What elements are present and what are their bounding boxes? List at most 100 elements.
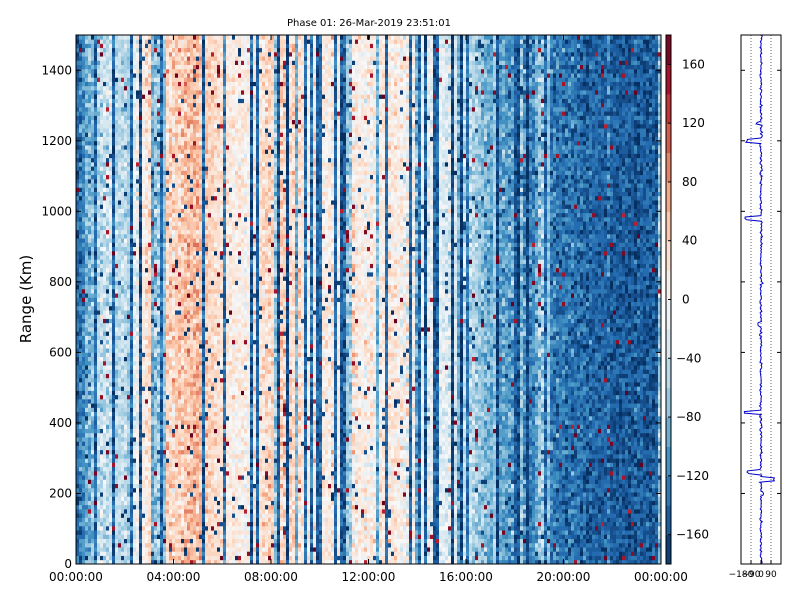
heatmap-cell xyxy=(151,505,154,510)
heatmap-cell xyxy=(100,323,103,328)
heatmap-cell xyxy=(175,264,178,269)
heatmap-cell xyxy=(112,467,115,472)
heatmap-cell xyxy=(79,513,82,518)
heatmap-cell xyxy=(130,259,133,264)
heatmap-cell xyxy=(181,348,184,353)
heatmap-cell xyxy=(175,52,178,57)
heatmap-cell xyxy=(91,526,94,531)
heatmap-cell xyxy=(145,361,148,366)
heatmap-cell xyxy=(76,141,79,146)
heatmap-cell xyxy=(109,382,112,387)
heatmap-cell xyxy=(112,183,115,188)
heatmap-cell xyxy=(157,259,160,264)
heatmap-cell xyxy=(193,98,196,103)
heatmap-cell xyxy=(169,192,172,197)
heatmap-cell xyxy=(106,145,109,150)
heatmap-cell xyxy=(88,268,91,273)
heatmap-cell xyxy=(142,217,145,226)
heatmap-cell xyxy=(145,52,148,57)
heatmap-cell xyxy=(106,314,109,319)
heatmap-cell xyxy=(145,225,148,230)
heatmap-cell xyxy=(166,65,169,70)
heatmap-cell xyxy=(94,310,97,315)
heatmap-cell xyxy=(178,132,181,137)
heatmap-cell xyxy=(151,162,154,167)
heatmap-cell xyxy=(160,69,163,74)
heatmap-cell xyxy=(139,331,142,336)
heatmap-cell xyxy=(184,230,187,235)
heatmap-cell xyxy=(163,352,166,357)
heatmap-cell xyxy=(187,450,190,455)
heatmap-cell xyxy=(205,209,208,214)
heatmap-cell xyxy=(118,526,121,531)
heatmap-cell xyxy=(160,433,163,438)
heatmap-cell xyxy=(175,386,178,391)
heatmap-cell xyxy=(106,141,109,146)
heatmap-cell xyxy=(208,386,211,391)
heatmap-cell xyxy=(199,120,202,125)
heatmap-cell xyxy=(166,242,169,247)
heatmap-cell xyxy=(85,513,88,518)
heatmap-cell xyxy=(154,43,157,48)
heatmap-cell xyxy=(172,484,175,489)
heatmap-cell xyxy=(184,154,187,159)
heatmap-cell xyxy=(94,352,97,361)
heatmap-cell xyxy=(196,268,199,273)
heatmap-cell xyxy=(127,98,130,115)
heatmap-cell xyxy=(133,327,136,332)
heatmap-cell xyxy=(163,120,166,125)
heatmap-cell xyxy=(151,458,154,467)
heatmap-cell xyxy=(136,175,139,180)
heatmap-cell xyxy=(181,77,184,82)
heatmap-cell xyxy=(193,255,196,260)
heatmap-cell xyxy=(145,412,148,417)
heatmap-cell xyxy=(175,458,178,463)
heatmap-cell xyxy=(91,412,94,417)
heatmap-cell xyxy=(208,348,211,353)
heatmap-cell xyxy=(154,272,157,277)
heatmap-cell xyxy=(205,348,208,353)
heatmap-cell xyxy=(187,348,190,353)
heatmap-cell xyxy=(76,509,79,514)
heatmap-cell xyxy=(151,314,154,319)
heatmap-cell xyxy=(115,344,118,349)
heatmap-cell xyxy=(184,361,187,366)
heatmap-cell xyxy=(151,488,154,493)
heatmap-cell xyxy=(139,35,142,40)
heatmap-cell xyxy=(106,454,109,459)
heatmap-cell xyxy=(208,505,211,510)
heatmap-cell xyxy=(178,35,181,40)
heatmap-cell xyxy=(115,120,118,125)
heatmap-cell xyxy=(79,556,82,561)
heatmap-cell xyxy=(166,479,169,484)
heatmap-cell xyxy=(181,65,184,70)
heatmap-cell xyxy=(97,107,100,112)
heatmap-cell xyxy=(91,170,94,175)
heatmap-cell xyxy=(94,200,97,205)
heatmap-cell xyxy=(178,424,181,433)
heatmap-cell xyxy=(94,306,97,311)
heatmap-cell xyxy=(94,509,97,514)
heatmap-cell xyxy=(196,272,199,277)
heatmap-cell xyxy=(187,264,190,269)
heatmap-cell xyxy=(103,196,106,201)
heatmap-cell xyxy=(202,39,205,44)
heatmap-cell xyxy=(202,420,205,425)
heatmap-cell xyxy=(145,327,148,336)
heatmap-cell xyxy=(133,158,136,163)
heatmap-cell xyxy=(175,209,178,214)
heatmap-cell xyxy=(94,365,97,374)
heatmap-cell xyxy=(157,77,160,82)
heatmap-cell xyxy=(208,86,211,91)
heatmap-cell xyxy=(109,547,112,552)
heatmap-cell xyxy=(109,124,112,129)
heatmap-cell xyxy=(175,259,178,264)
heatmap-cell xyxy=(112,407,115,412)
heatmap-cell xyxy=(91,289,94,294)
heatmap-cell xyxy=(94,39,97,44)
heatmap-cell xyxy=(193,526,196,531)
heatmap-cell xyxy=(163,234,166,239)
heatmap-cell xyxy=(124,556,127,561)
heatmap-cell xyxy=(139,556,142,561)
heatmap-cell xyxy=(127,35,130,40)
